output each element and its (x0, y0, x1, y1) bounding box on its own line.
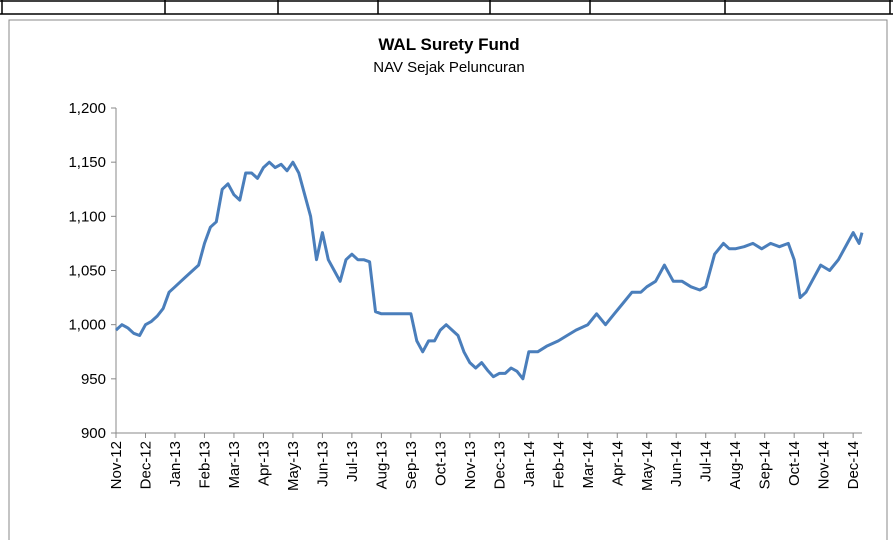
x-tick-label: May-14 (639, 441, 656, 491)
x-tick-label: Nov-12 (108, 441, 125, 489)
x-tick-label: May-13 (285, 441, 302, 491)
x-tick-label: Jan-14 (521, 441, 538, 487)
x-tick-label: Feb-14 (550, 441, 567, 489)
y-tick-label: 1,000 (68, 317, 106, 334)
y-tick-label: 1,150 (68, 154, 106, 171)
y-tick-label: 950 (81, 371, 106, 388)
x-tick-label: Mar-14 (580, 441, 597, 489)
x-tick-label: Jun-14 (668, 441, 685, 487)
chart-frame (8, 19, 888, 540)
x-tick-label: Aug-14 (727, 441, 744, 489)
x-tick-label: Aug-13 (373, 441, 390, 489)
x-tick-label: Jul-14 (698, 441, 715, 482)
chart-subtitle: NAV Sejak Peluncuran (373, 59, 524, 76)
x-tick-label: Apr-14 (609, 441, 626, 486)
x-tick-label: Sep-14 (757, 441, 774, 489)
x-tick-label: Jan-13 (167, 441, 184, 487)
x-tick-label: Oct-14 (786, 441, 803, 486)
x-tick-label: Jun-13 (314, 441, 331, 487)
x-tick-label: Sep-13 (403, 441, 420, 489)
x-tick-label: Jul-13 (344, 441, 361, 482)
x-tick-label: Dec-13 (491, 441, 508, 489)
x-tick-label: Nov-14 (816, 441, 833, 489)
x-tick-label: Feb-13 (196, 441, 213, 489)
y-tick-label: 1,100 (68, 208, 106, 225)
y-tick-label: 900 (81, 425, 106, 442)
x-tick-label: Nov-13 (462, 441, 479, 489)
x-tick-label: Oct-13 (432, 441, 449, 486)
y-tick-label: 1,200 (68, 100, 106, 117)
chart-title: WAL Surety Fund (378, 35, 519, 54)
data-line (114, 160, 864, 381)
y-tick-label: 1,050 (68, 263, 106, 280)
table-strip (0, 0, 893, 15)
x-tick-label: Dec-12 (137, 441, 154, 489)
x-tick-label: Mar-13 (226, 441, 243, 489)
x-tick-label: Dec-14 (845, 441, 862, 489)
x-tick-label: Apr-13 (255, 441, 272, 486)
